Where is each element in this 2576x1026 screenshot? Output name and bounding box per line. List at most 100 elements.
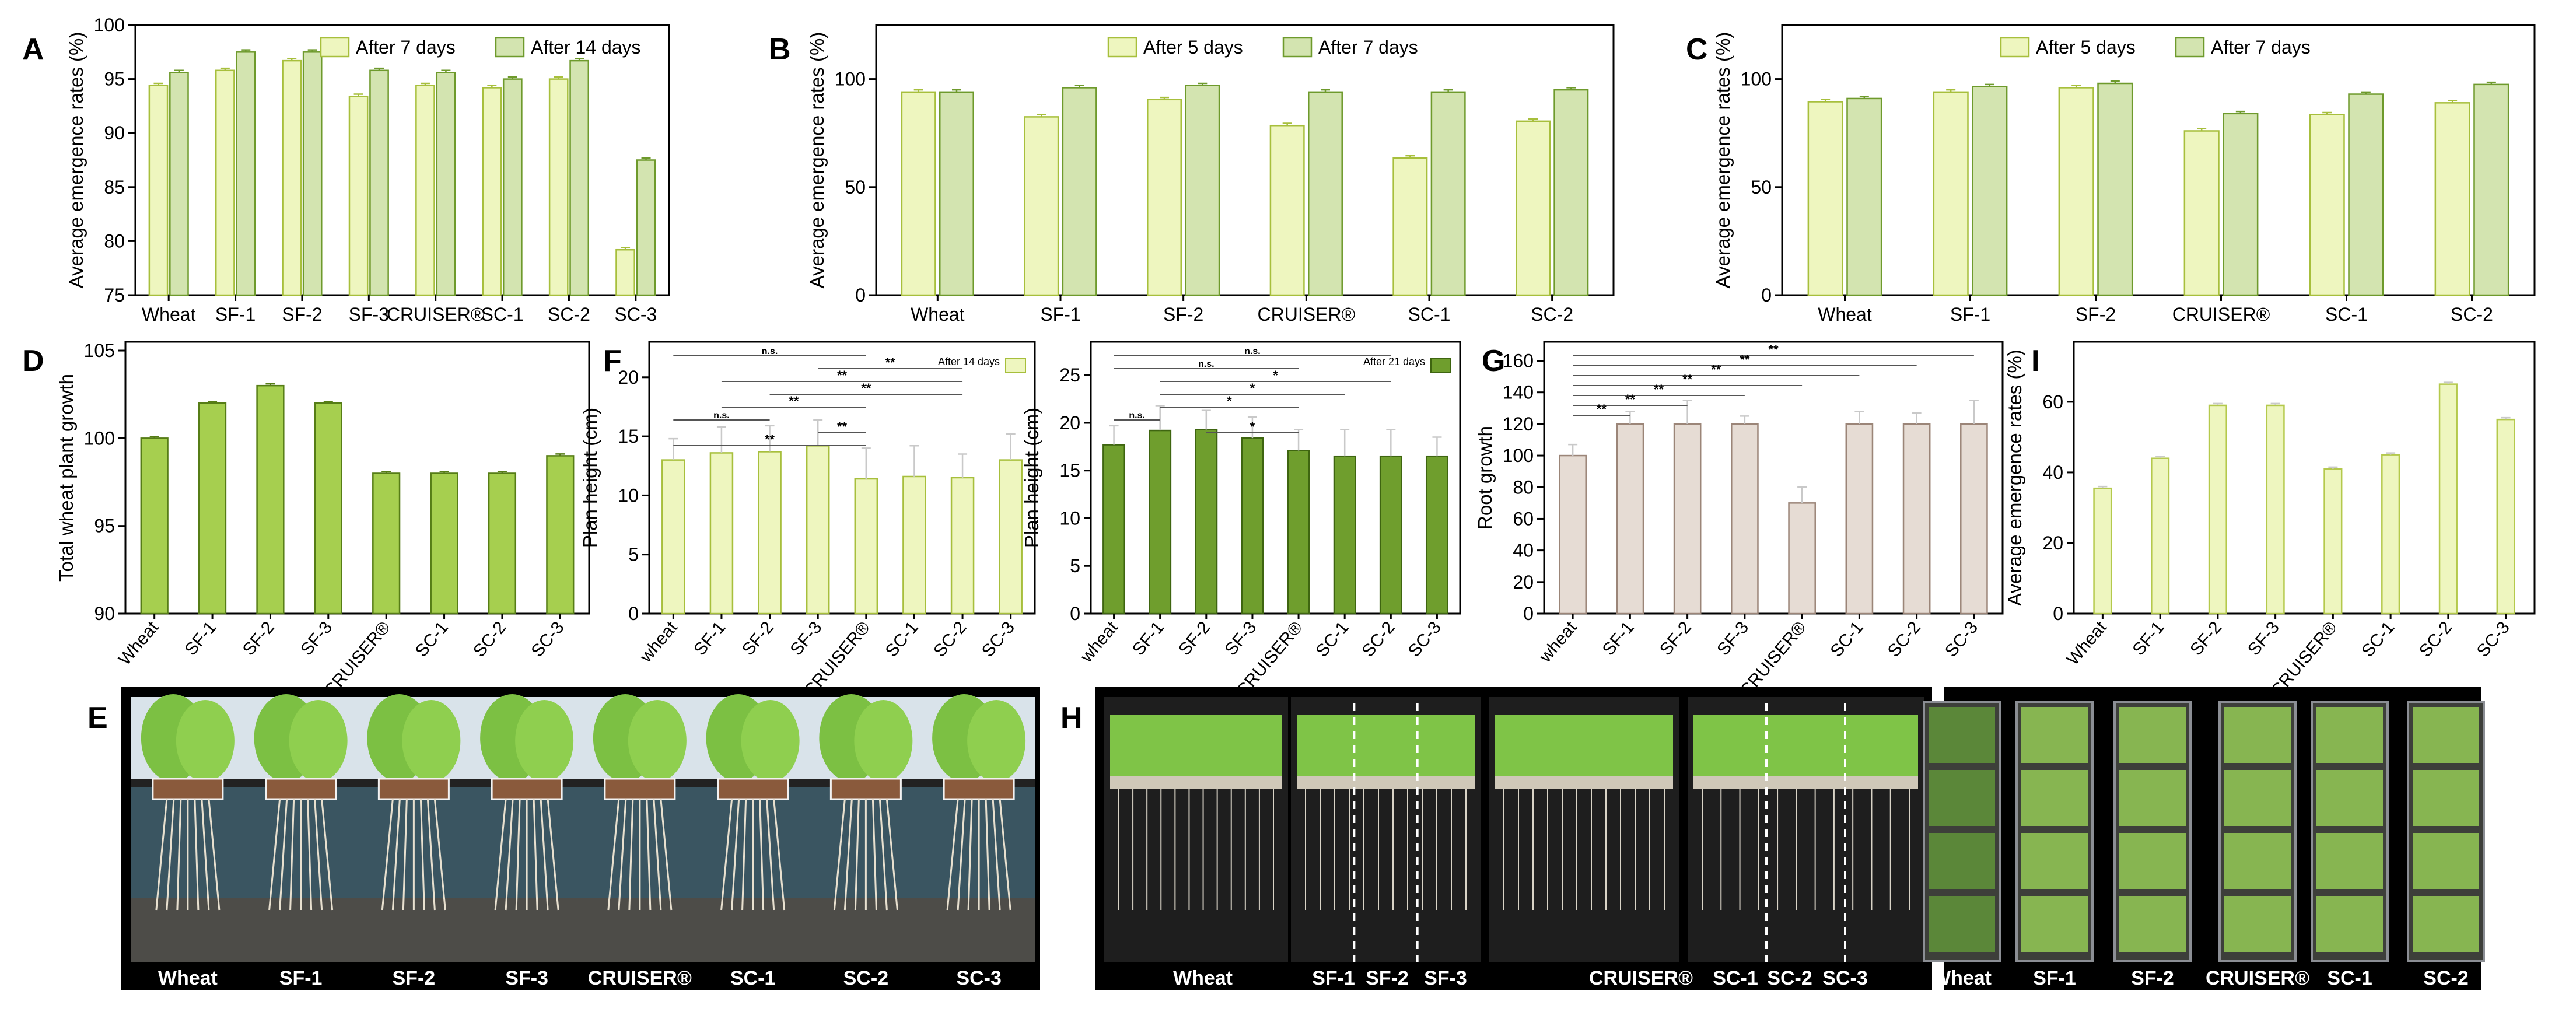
- plant-leaves: [741, 700, 800, 782]
- significance-label: **: [886, 355, 896, 370]
- bar-root-growth-sc-3: [1960, 423, 1988, 615]
- bar-after-5-days-sf-1: [1933, 91, 1969, 296]
- chart-f1: F 0 5 10 15 20 Plan height (cm) wheat SF-1 SF-2 SF…: [579, 341, 1036, 701]
- bar-total-wheat-plant-growth-sf-2: [256, 384, 285, 615]
- x-tick-label-sf-3: SF-3: [2244, 618, 2283, 659]
- photo-h-caption-sf-1: SF-1: [1312, 967, 1355, 989]
- root-strand: [194, 799, 200, 911]
- significance-label: **: [789, 394, 799, 408]
- root-strand: [279, 799, 288, 911]
- y-tick-label: 20: [1513, 572, 1534, 593]
- photo-e-caption-sf-2: SF-2: [393, 967, 436, 989]
- root-strand: [741, 799, 747, 911]
- significance-label: **: [1711, 362, 1721, 377]
- bar-after-14-days-cruiser: [854, 478, 878, 615]
- x-tick-label-sc-3: SC-3: [978, 618, 1019, 661]
- bar-after-7-days-cruiser: [415, 85, 435, 296]
- photo-j-seedlings: [2224, 833, 2291, 889]
- chart-g: G 0 20 40 60 80 100 120 140 160 Root growth wheat SF…: [1474, 341, 2004, 701]
- photo-e-caption-sc-2: SC-2: [844, 967, 888, 989]
- plot-frame: [124, 341, 590, 615]
- significance-label: **: [1740, 352, 1750, 367]
- y-tick-label: 0: [1070, 603, 1080, 624]
- bar-after-14-days-sc-3: [636, 159, 656, 296]
- root-strand: [307, 799, 313, 911]
- photo-e-tank: [131, 787, 1035, 898]
- photo-j-seedlings: [2021, 833, 2088, 889]
- y-axis-label: Average emergence rates (%): [1712, 32, 1734, 289]
- chart-d: D 90 95 100 105 Total wheat plant growth Wheat…: [22, 340, 590, 701]
- y-tick-label: 40: [2042, 462, 2063, 483]
- panel-label-b: B: [769, 33, 791, 66]
- y-tick-label: 100: [94, 15, 125, 36]
- y-tick-label: 95: [94, 516, 115, 537]
- y-tick-label: 25: [1059, 365, 1080, 386]
- y-tick-label: 50: [845, 177, 866, 198]
- photo-panel-e: E Wheat SF-1 SF-2 SF-3 CRUISER® SC-1 SC-2 SC-3: [88, 687, 1040, 990]
- bar-after-21-days-sf-1: [1149, 429, 1172, 615]
- photo-h-caption-sc-2: SC-2: [1767, 967, 1812, 989]
- bar-after-21-days-sc-2: [1379, 455, 1402, 615]
- legend-label-after-21-days: After 21 days: [1363, 356, 1425, 367]
- y-tick-label: 75: [104, 285, 125, 306]
- chart-i: I 0 20 40 60 Average emergence rates (%) Wheat…: [2004, 341, 2536, 701]
- x-tick-label-sc-1: SC-1: [882, 618, 922, 661]
- seedling-pot: [152, 778, 224, 800]
- y-tick-label: 20: [618, 367, 639, 388]
- photo-h-tray: [1495, 776, 1673, 789]
- photo-j-seedlings: [2119, 770, 2186, 826]
- significance-label: **: [1654, 382, 1664, 397]
- photo-j-caption-wheat: Wheat: [1932, 967, 1992, 989]
- x-tick-label-sc-3: SC-3: [1405, 618, 1445, 661]
- y-tick-label: 100: [835, 69, 866, 90]
- bar-after-5-days-sf-2: [2058, 87, 2094, 296]
- x-tick-label-sc-1: SC-1: [2358, 618, 2398, 661]
- bar-after-7-days-sf-1: [1972, 86, 2008, 296]
- x-tick-label-sc-3: SC-3: [527, 618, 568, 661]
- photo-j-seedlings: [2119, 896, 2186, 952]
- photo-j-tiles: [1923, 701, 2485, 962]
- y-tick-label: 5: [628, 544, 639, 565]
- bar-root-growth-sf-2: [1673, 423, 1702, 615]
- x-tick-label-sf-3: SF-3: [349, 304, 389, 325]
- x-tick-label-sc-1: SC-1: [412, 618, 452, 661]
- x-tick-label-wheat: wheat: [1077, 618, 1122, 667]
- x-tick-label-sf-2: SF-2: [282, 304, 322, 325]
- legend-label-after-5-days: After 5 days: [1143, 37, 1243, 58]
- root-strand: [321, 799, 334, 911]
- bar-after-7-days-sc-1: [1430, 91, 1466, 296]
- significance-label: n.s.: [713, 411, 730, 421]
- root-strand: [854, 799, 860, 911]
- panel-label-d: D: [22, 344, 44, 378]
- bar-after-14-days-sf-2: [758, 451, 782, 615]
- bar-after-7-days-wheat: [1846, 97, 1882, 296]
- plot-frame: [1543, 341, 2004, 615]
- photo-j-seedlings: [1929, 896, 1995, 952]
- chart-a: A 75 80 85 90 95 100 Average emergence rates (%…: [22, 15, 670, 325]
- bar-after-14-days-sc-2: [950, 477, 975, 615]
- x-tick-label-sf-3: SF-3: [297, 618, 336, 659]
- bar-total-wheat-plant-growth-sf-1: [198, 402, 227, 615]
- root-strand: [957, 799, 966, 911]
- root-strand: [731, 799, 740, 911]
- photo-j-seedlings: [2224, 896, 2291, 952]
- significance-label: **: [837, 419, 848, 434]
- root-strand: [720, 799, 733, 911]
- root-strand: [176, 799, 182, 911]
- y-tick-label: 80: [104, 230, 125, 251]
- x-tick-label-sc-3: SC-3: [2473, 618, 2514, 661]
- photo-j-seedlings: [2119, 707, 2186, 763]
- bar-after-7-days-sf-2: [2097, 82, 2133, 296]
- root-strand: [494, 799, 507, 911]
- x-tick-label-sf-1: SF-1: [1040, 304, 1080, 325]
- y-tick-label: 105: [84, 340, 115, 361]
- bar-after-14-days-sc-3: [999, 459, 1023, 615]
- significance-label: **: [1625, 392, 1636, 407]
- x-tick-label-sf-3: SF-3: [1221, 618, 1260, 659]
- bar-after-14-days-sc-1: [502, 78, 523, 296]
- bar-after-7-days-wheat: [148, 85, 169, 296]
- chart-b: B 0 50 100 Average emergence rates (%) Wheat S…: [769, 24, 1615, 325]
- bar-after-14-days-sf-1: [709, 452, 734, 615]
- photo-j-seedlings: [2413, 896, 2479, 952]
